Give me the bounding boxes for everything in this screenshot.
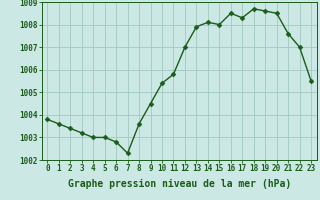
X-axis label: Graphe pression niveau de la mer (hPa): Graphe pression niveau de la mer (hPa) [68, 179, 291, 189]
